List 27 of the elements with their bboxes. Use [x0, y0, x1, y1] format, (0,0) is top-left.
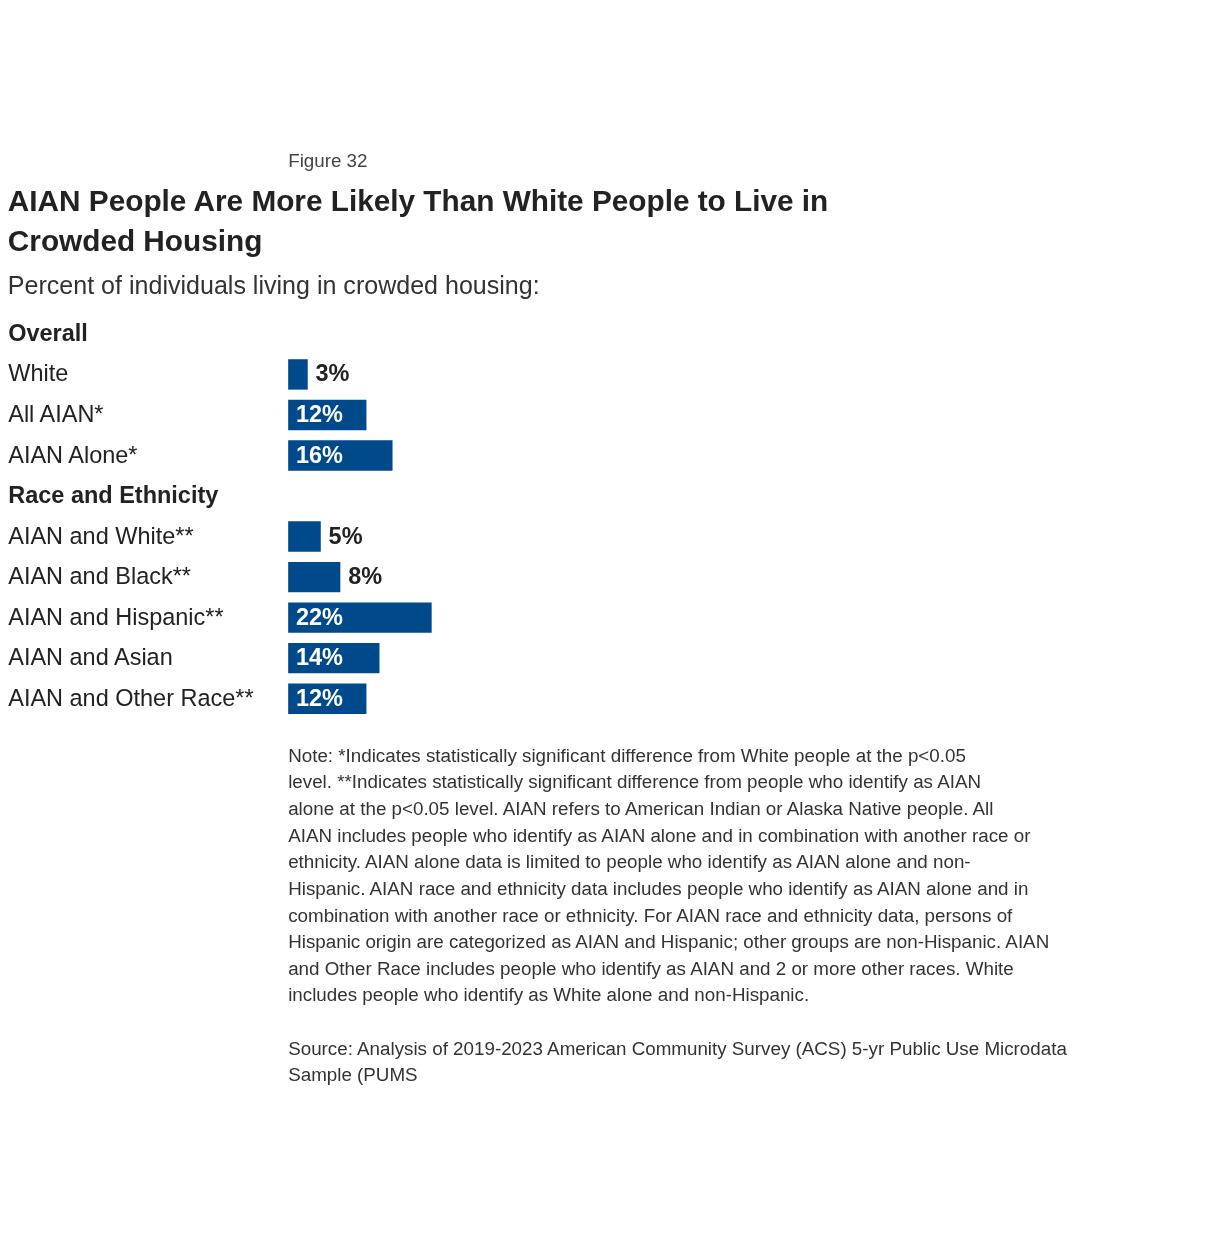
bar — [288, 359, 308, 390]
y-tick-label: Overall — [8, 319, 88, 346]
data-label: 16% — [295, 441, 344, 468]
bar — [288, 521, 321, 552]
y-tick-label: AIAN and Black** — [8, 563, 191, 590]
data-label: 3% — [315, 360, 350, 387]
y-tick-label: AIAN and Hispanic** — [8, 603, 224, 630]
y-tick-label: AIAN and Asian — [8, 644, 173, 671]
data-label: 22% — [295, 603, 344, 630]
y-tick-label: AIAN and Other Race** — [8, 684, 254, 711]
y-tick-label: AIAN and White** — [8, 522, 194, 549]
data-label: 12% — [295, 401, 344, 428]
y-tick-label: Race and Ethnicity — [8, 482, 219, 509]
bar — [288, 561, 341, 593]
caption: Figure 32 — [288, 150, 368, 172]
chart-title: AIAN People Are More Likely Than White People to Live in Crowded Housing — [7, 183, 829, 258]
data-label: 12% — [295, 684, 344, 711]
data-label: 5% — [328, 522, 363, 549]
chart-subtitle: Percent of individuals living in crowded housing: — [7, 271, 540, 300]
y-tick-label: White — [8, 360, 69, 387]
y-tick-label: All AIAN* — [8, 401, 104, 428]
source-note: Source: Analysis of 2019-2023 American Community Survey (ACS) 5-yr Public Use Microdata Sample (PUMS — [288, 1037, 1068, 1086]
data-label: 14% — [295, 644, 344, 671]
y-tick-label: AIAN Alone* — [8, 441, 138, 468]
text: Note: *Indicates statistically significant difference from White people at the p<0.05 level. **Indicates statistically significant difference from people who identify as AIAN alone at the p<0.05 level. AIAN refers to American Indian or Alaska Native people. All AIAN includes people who identify as AIAN alone and in combination with another race or ethnicity. AIAN alone data is limited to people who identify as AIAN alone and non-Hispanic. AIAN race and ethnicity data includes people who identify as AIAN alone and in combination with another race or ethnicity. For AIAN race and ethnicity data, persons of Hispanic origin are categorized as AIAN and Hispanic; other groups are non-Hispanic. AIAN and Other Race includes people who identify as AIAN and 2 or more other races. White includes people who identify as White alone and non-Hispanic. — [288, 744, 1050, 1006]
bar — [288, 602, 432, 633]
data-label: 8% — [348, 563, 383, 590]
